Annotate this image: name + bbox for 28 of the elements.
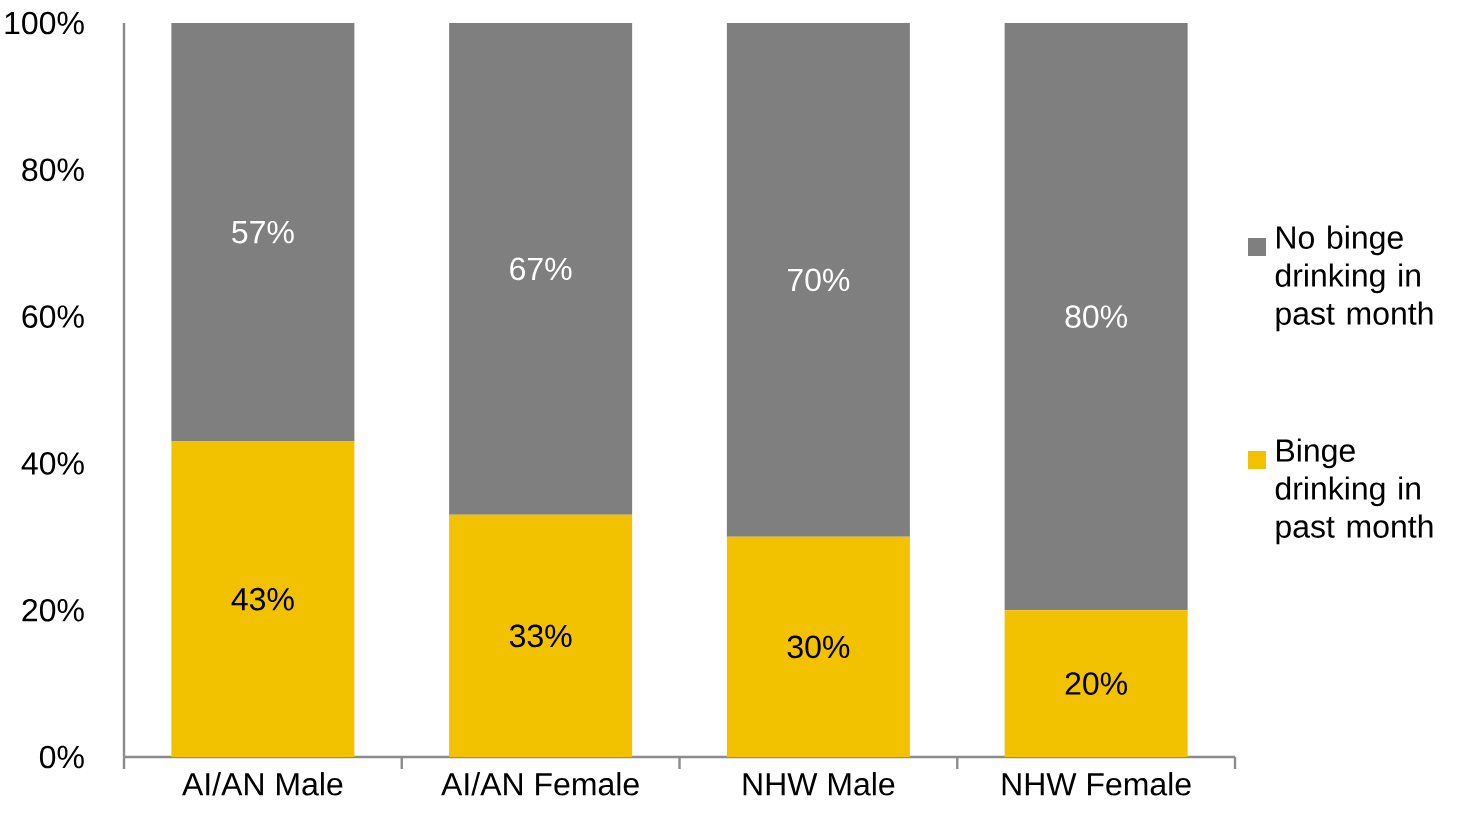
bar	[726, 22, 910, 537]
y-tick-label: 40%	[21, 452, 84, 475]
bar	[449, 514, 633, 757]
legend-label: No binge drinking in past month	[1275, 225, 1433, 332]
data-label: 30%	[787, 635, 850, 659]
y-tick-label: 60%	[22, 305, 84, 328]
y-tick-label: 80%	[22, 158, 84, 182]
data-label: 70%	[787, 268, 850, 292]
data-label: 43%	[231, 587, 294, 611]
bar	[1004, 22, 1188, 611]
y-tick-label: 0%	[39, 745, 84, 769]
data-label: 67%	[510, 257, 572, 281]
y-tick-label: 20%	[22, 598, 84, 622]
legend-label: Binge drinking in past month	[1275, 438, 1433, 545]
bar	[171, 441, 355, 757]
x-tick-label: NHW Male	[743, 772, 895, 796]
x-tick-label: AI/AN Female	[441, 772, 639, 796]
bar	[1004, 610, 1188, 757]
bar	[171, 22, 355, 442]
data-label: 20%	[1065, 672, 1128, 695]
data-label: 80%	[1065, 305, 1128, 328]
data-label: 57%	[232, 220, 294, 244]
x-tick-label: NHW Female	[1002, 772, 1191, 796]
x-tick-label: AI/AN Male	[182, 772, 343, 796]
bar	[726, 536, 910, 757]
bar	[449, 22, 633, 515]
y-tick-label: 100%	[5, 11, 84, 35]
data-label: 33%	[509, 624, 572, 648]
